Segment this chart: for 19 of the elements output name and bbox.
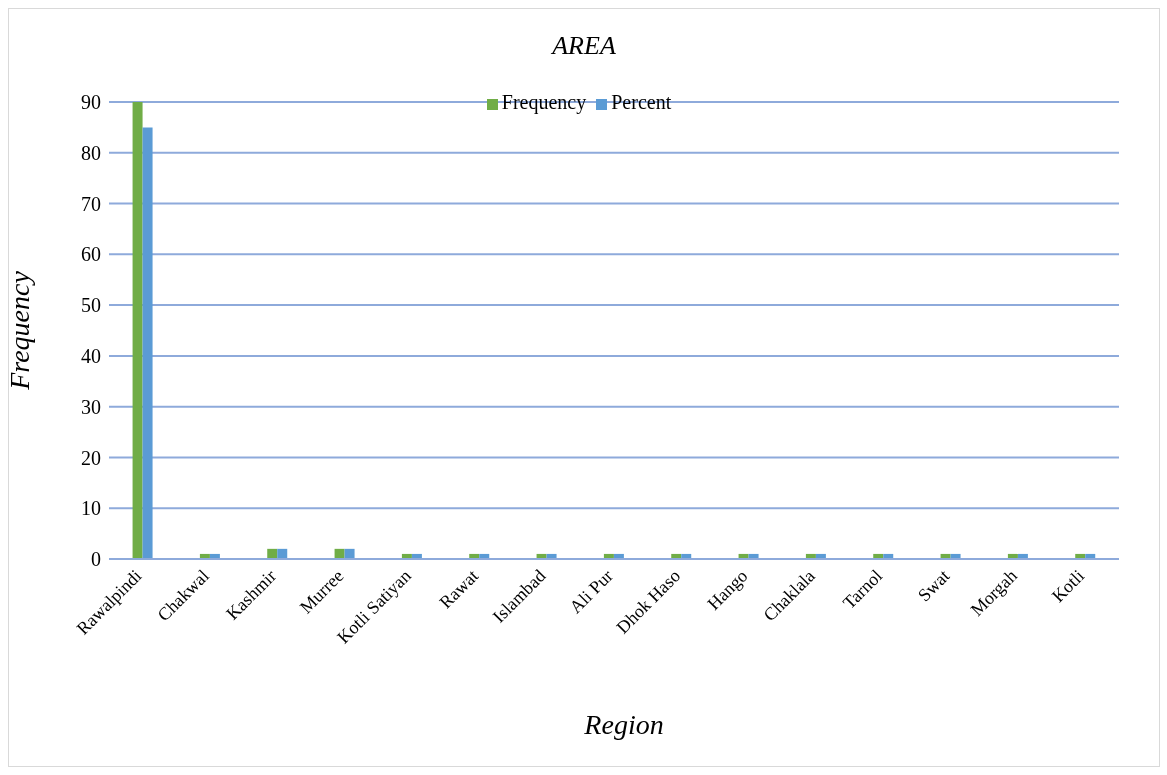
x-tick-label: Ali Pur [565, 565, 617, 617]
y-tick-label: 0 [91, 548, 101, 571]
legend-label: Percent [611, 91, 672, 113]
bar [142, 127, 153, 559]
y-axis-title: Frequency [3, 270, 35, 391]
y-tick-label: 20 [81, 446, 101, 469]
y-tick-label: 30 [81, 395, 101, 418]
y-tick-label: 10 [81, 497, 101, 520]
y-tick-label: 80 [81, 141, 101, 164]
y-tick-label: 40 [81, 344, 101, 367]
legend-label: Frequency [501, 91, 587, 113]
x-tick-label: Swat [913, 565, 954, 606]
chart-title: AREA [550, 31, 617, 61]
y-tick-label: 50 [81, 294, 101, 317]
x-axis-title: Region [583, 709, 665, 741]
y-tick-label: 60 [81, 243, 101, 266]
bar [132, 102, 143, 559]
y-tick-label: 70 [81, 192, 101, 215]
y-tick-label: 90 [81, 91, 101, 114]
